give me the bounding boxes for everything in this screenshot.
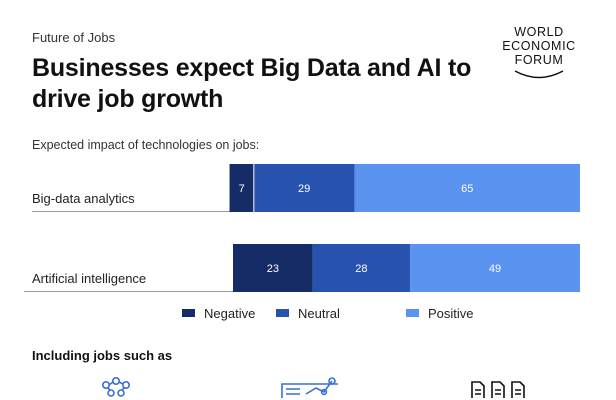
stacked-bar-chart: Big-data analytics 7 29 65 Artificial intell…	[24, 164, 580, 321]
category-label: Artificial intelligence	[32, 271, 146, 286]
data-label: 29	[298, 183, 310, 195]
legend-swatch-positive	[406, 309, 419, 317]
legend-label: Neutral	[298, 306, 340, 321]
legend-swatch-neutral	[276, 309, 289, 317]
bar-segment-positive	[354, 164, 580, 212]
bar-segment-negative	[229, 164, 254, 212]
bar-segment-neutral	[253, 164, 355, 212]
page-title: Businesses expect Big Data and AI to dri…	[32, 54, 472, 113]
logo-line-2: ECONOMIC	[502, 39, 576, 53]
bar-segment-neutral	[312, 244, 410, 292]
logo-line-3: FORUM	[514, 53, 564, 67]
data-label: 49	[489, 263, 501, 275]
chart-subtitle: Expected impact of technologies on jobs:	[32, 138, 260, 152]
category-label: Big-data analytics	[32, 191, 135, 206]
legend-swatch-negative	[182, 309, 195, 317]
legend-label: Positive	[428, 306, 474, 321]
data-label: 23	[267, 263, 279, 275]
wef-logo: WORLD ECONOMIC FORUM	[480, 25, 598, 97]
logo-arc-icon	[514, 70, 564, 79]
circuit-head-icon	[102, 376, 130, 397]
jobs-label: Including jobs such as	[32, 348, 173, 363]
data-label: 28	[355, 263, 367, 275]
documents-icon	[471, 381, 525, 398]
legend-label: Negative	[204, 306, 255, 321]
bar-segment-positive	[409, 244, 580, 292]
line-chart-icon	[281, 377, 338, 398]
data-label: 7	[239, 183, 245, 195]
kicker: Future of Jobs	[32, 30, 116, 45]
logo-line-1: WORLD	[514, 25, 564, 39]
data-label: 65	[461, 183, 473, 195]
bar-segment-negative	[233, 244, 313, 292]
